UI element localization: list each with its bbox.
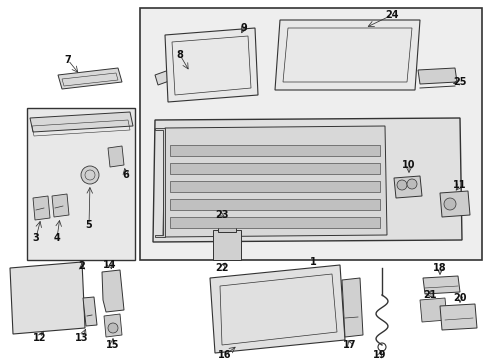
- Polygon shape: [10, 262, 85, 334]
- Text: 7: 7: [64, 55, 71, 65]
- Bar: [140, 8, 481, 260]
- Text: 11: 11: [452, 180, 466, 190]
- Polygon shape: [83, 297, 97, 326]
- Circle shape: [81, 166, 99, 184]
- Text: 3: 3: [33, 233, 40, 243]
- Polygon shape: [419, 298, 446, 322]
- Text: 9: 9: [240, 23, 247, 33]
- Bar: [218, 218, 236, 232]
- Bar: [27, 108, 135, 260]
- Polygon shape: [393, 176, 421, 198]
- Polygon shape: [153, 118, 461, 242]
- Polygon shape: [163, 126, 386, 237]
- Polygon shape: [417, 68, 456, 84]
- Text: 24: 24: [385, 10, 398, 20]
- Polygon shape: [341, 278, 362, 337]
- Bar: [170, 145, 379, 156]
- Text: 10: 10: [402, 160, 415, 170]
- Text: 22: 22: [215, 263, 228, 273]
- Polygon shape: [108, 146, 124, 167]
- Text: 6: 6: [122, 170, 129, 180]
- Polygon shape: [155, 50, 227, 85]
- Text: 2: 2: [79, 261, 85, 271]
- Polygon shape: [52, 194, 69, 217]
- Text: 15: 15: [106, 340, 120, 350]
- Polygon shape: [439, 304, 476, 330]
- Polygon shape: [58, 68, 122, 89]
- Circle shape: [406, 179, 416, 189]
- Text: 1: 1: [309, 257, 316, 267]
- Circle shape: [396, 180, 406, 190]
- Polygon shape: [102, 270, 124, 312]
- Text: 5: 5: [85, 220, 92, 230]
- Text: 19: 19: [372, 350, 386, 360]
- Polygon shape: [164, 28, 258, 102]
- Text: 25: 25: [452, 77, 466, 87]
- Polygon shape: [30, 112, 133, 132]
- Bar: [170, 217, 379, 228]
- Circle shape: [108, 323, 118, 333]
- Polygon shape: [209, 265, 345, 353]
- Text: 16: 16: [218, 350, 231, 360]
- Polygon shape: [274, 20, 419, 90]
- Text: 13: 13: [75, 333, 88, 343]
- Bar: [170, 181, 379, 192]
- Polygon shape: [33, 196, 50, 220]
- Text: 23: 23: [215, 210, 228, 220]
- Polygon shape: [104, 314, 122, 337]
- Bar: [170, 199, 379, 210]
- Text: 12: 12: [33, 333, 47, 343]
- Circle shape: [443, 198, 455, 210]
- Polygon shape: [422, 276, 459, 294]
- Text: 8: 8: [176, 50, 183, 60]
- Bar: [170, 163, 379, 174]
- Text: 4: 4: [54, 233, 60, 243]
- Text: 17: 17: [343, 340, 356, 350]
- Polygon shape: [155, 128, 164, 237]
- Text: 21: 21: [423, 290, 436, 300]
- Bar: [213, 230, 241, 260]
- Polygon shape: [439, 191, 469, 217]
- Text: 14: 14: [103, 260, 117, 270]
- Text: 18: 18: [432, 263, 446, 273]
- Text: 20: 20: [452, 293, 466, 303]
